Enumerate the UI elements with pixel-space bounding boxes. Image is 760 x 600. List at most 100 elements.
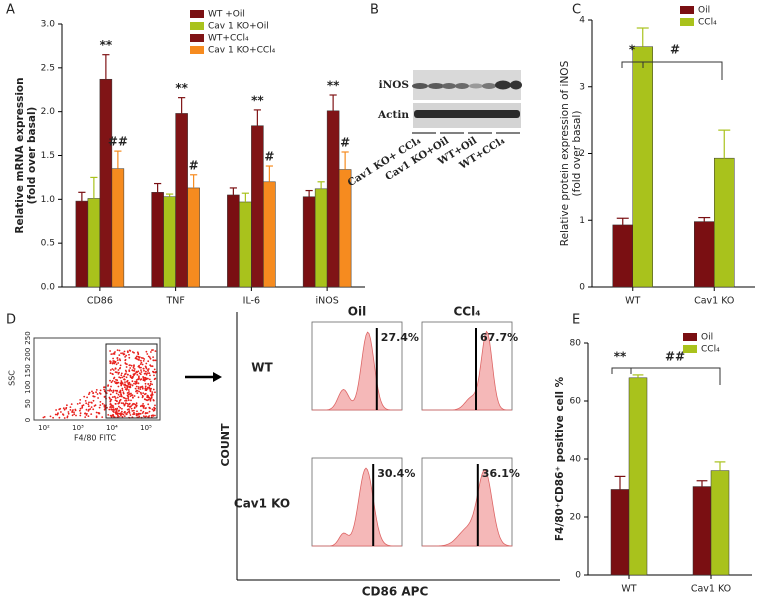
scatter-y-tick: 0 [24,418,32,422]
x-tick-label: WT [625,296,640,307]
scatter-dot [140,386,142,389]
column-header: Oil [348,305,366,319]
scatter-dot [137,370,140,373]
error-bar [341,151,349,170]
scatter-dot [152,399,155,402]
scatter-dot [135,379,138,381]
y-tick-label: 2.0 [41,107,56,117]
scatter-dot [123,375,125,378]
scatter-dot [116,359,119,361]
scatter-dot [141,363,144,366]
scatter-frame [33,337,161,421]
scatter-dot [152,409,155,412]
scatter-dot [147,403,150,406]
gate [105,343,158,419]
scatter-dot [127,389,130,391]
scatter-dot [71,414,74,417]
error-bar [317,181,325,189]
scatter-dot [69,406,72,408]
scatter-dot [79,414,82,417]
scatter-dot [128,353,130,356]
scatter-dot [123,378,126,381]
scatter-y-tick: 250 [24,331,32,344]
scatter-dot [81,407,83,409]
scatter-dot [149,382,152,385]
scatter-dot [149,389,152,391]
scatter-dot [130,407,133,410]
scatter-dot [149,399,152,402]
scatter-dot [110,353,113,355]
scatter-dot [129,374,132,377]
scatter-dot [92,395,95,397]
scatter-dot [108,389,111,392]
scatter-dot [63,408,66,411]
scatter-dot [119,398,122,401]
scatter-dot [127,396,130,398]
scatter-dot [147,368,150,370]
scatter-dot [132,396,134,399]
scatter-dot [152,370,154,373]
scatter-dot [91,390,93,393]
scatter-dot [114,403,117,405]
scatter-dot [144,412,147,415]
bar [610,489,630,576]
scatter-dot [148,378,151,381]
scatter-dot [154,414,156,417]
scatter-dot [62,407,65,410]
scatter-dot [132,413,135,416]
scatter-dot [52,416,54,419]
scatter-dot [134,387,137,390]
y-tick-label: 0.0 [41,283,56,293]
bar [632,46,653,288]
scatter-dot [116,379,119,382]
scatter-dot [142,392,145,394]
scatter-dot [120,372,123,375]
scatter-dot [128,405,131,408]
bar [187,187,200,288]
scatter-dot [150,394,152,397]
error-bar [166,193,174,197]
bar [111,168,125,288]
scatter-dot [92,392,94,395]
scatter-dot [113,395,116,398]
scatter-dot [109,372,112,374]
scatter-dot [124,372,127,375]
histogram [312,467,402,547]
scatter-dot [153,368,156,371]
error-bar [305,189,313,197]
scatter-dot [150,351,152,353]
scatter-dot [140,369,142,371]
scatter-dot [42,416,45,419]
scatter-dot [121,389,124,392]
scatter-dot [143,369,145,372]
scatter-dot [84,400,87,402]
significance-label: # [670,43,680,57]
legend-swatch [190,34,204,42]
scatter-dot [112,391,114,394]
y-axis-label: (fold over basal) [571,111,583,197]
scatter-dot [128,356,131,359]
x-tick-label: WT [621,584,636,595]
scatter-dot [135,385,138,388]
y-tick-label: 1.0 [41,195,56,205]
scatter-dot [117,393,120,396]
y-tick-label: 4 [579,16,585,26]
scatter-dot [103,395,106,398]
scatter-dot [130,364,133,367]
scatter-dot [140,359,142,362]
significance-bracket [611,367,632,374]
scatter-dot [84,412,86,415]
scatter-dot [81,404,84,407]
scatter-dot [142,360,145,362]
scatter-dot [111,362,114,365]
scatter-dot [92,399,95,402]
scatter-dot [91,402,93,404]
scatter-dot [133,403,136,405]
scatter-dot [126,380,129,383]
bar [99,78,113,288]
legend-swatch [683,345,697,353]
scatter-dot [120,412,122,414]
scatter-dot [70,403,73,405]
scatter-dot [117,414,119,417]
scatter-dot [134,357,137,360]
